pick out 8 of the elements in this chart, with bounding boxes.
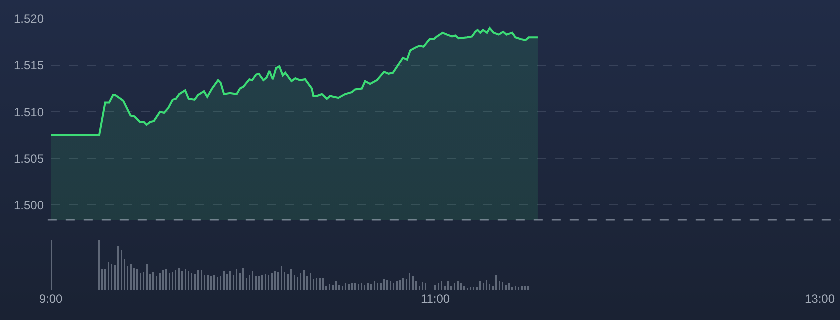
x-tick-label: 13:00: [804, 292, 836, 306]
y-tick-label: 1.505: [14, 152, 44, 166]
y-tick-label: 1.500: [14, 198, 44, 212]
x-tick-label: 9:00: [39, 292, 63, 306]
y-tick-label: 1.515: [14, 58, 44, 73]
y-tick-label: 1.510: [14, 105, 44, 120]
x-tick-label: 11:00: [420, 292, 450, 306]
y-tick-label: 1.520: [14, 12, 44, 26]
